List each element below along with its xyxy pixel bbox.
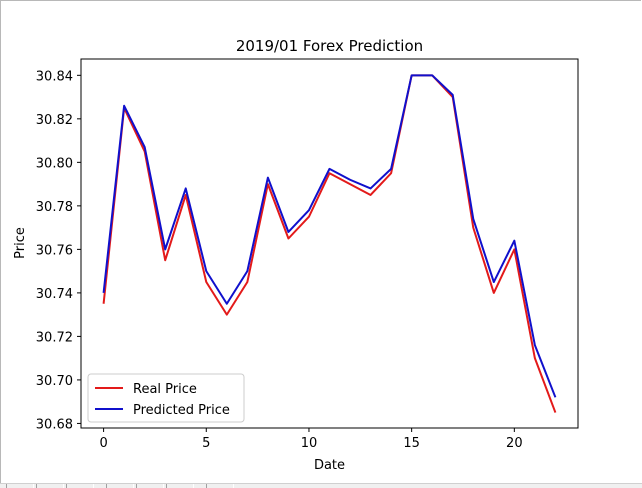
toolbar-home-button[interactable]: [6, 484, 34, 488]
y-tick-label: 30.68: [36, 417, 73, 432]
x-tick-label: 20: [506, 436, 523, 451]
y-tick-label: 30.78: [36, 200, 73, 215]
y-tick-label: 30.80: [36, 156, 73, 171]
chart-title: 2019/01 Forex Prediction: [236, 37, 423, 55]
toolbar-configure-button[interactable]: [166, 484, 194, 488]
y-tick-label: 30.72: [36, 330, 73, 345]
plot-area: [80, 58, 579, 429]
toolbar-pan-button[interactable]: [106, 484, 134, 488]
series-line-predicted-price: [102, 74, 557, 398]
legend-label-predicted-price: Predicted Price: [133, 403, 230, 418]
x-tick-label: 10: [301, 436, 318, 451]
x-tick-label: 15: [403, 436, 420, 451]
y-tick-label: 30.74: [36, 287, 73, 302]
x-tick-label: 0: [99, 436, 107, 451]
toolbar-forward-button[interactable]: [66, 484, 94, 488]
toolbar-zoom-button[interactable]: [136, 484, 164, 488]
x-tick-label: 5: [202, 436, 210, 451]
y-tick-label: 30.76: [36, 243, 73, 258]
x-axis-ticks: 0 5 10 15 20: [99, 428, 523, 451]
x-axis-label: Date: [314, 458, 345, 473]
y-tick-label: 30.70: [36, 374, 73, 389]
legend-box: [87, 373, 245, 423]
toolbar-save-button[interactable]: [206, 484, 234, 488]
series-layer: [102, 74, 557, 413]
toolbar-strip: [0, 483, 642, 488]
series-line-real-price: [102, 74, 557, 413]
legend-label-real-price: Real Price: [133, 382, 197, 397]
y-tick-label: 30.82: [36, 113, 73, 128]
toolbar-back-button[interactable]: [36, 484, 64, 488]
legend: Real Price Predicted Price: [87, 373, 245, 423]
y-tick-label: 30.84: [36, 69, 73, 84]
y-axis-ticks: 30.68 30.70 30.72 30.74 30.76 30.78 30.80 30.82…: [36, 69, 81, 432]
y-axis-label: Price: [13, 227, 28, 259]
